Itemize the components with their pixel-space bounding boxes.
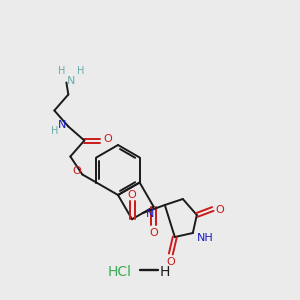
Text: H: H: [51, 127, 58, 136]
Text: H: H: [77, 67, 84, 76]
Text: O: O: [167, 257, 175, 267]
Text: N: N: [146, 209, 154, 219]
Text: N: N: [67, 76, 76, 86]
Text: H: H: [160, 265, 170, 278]
Text: O: O: [128, 190, 136, 200]
Text: O: O: [103, 134, 112, 145]
Text: H: H: [58, 67, 65, 76]
Text: O: O: [72, 166, 81, 176]
Text: O: O: [149, 228, 158, 238]
Text: O: O: [215, 205, 224, 215]
Text: NH: NH: [196, 233, 213, 243]
Text: HCl: HCl: [108, 265, 132, 278]
Text: N: N: [58, 119, 67, 130]
